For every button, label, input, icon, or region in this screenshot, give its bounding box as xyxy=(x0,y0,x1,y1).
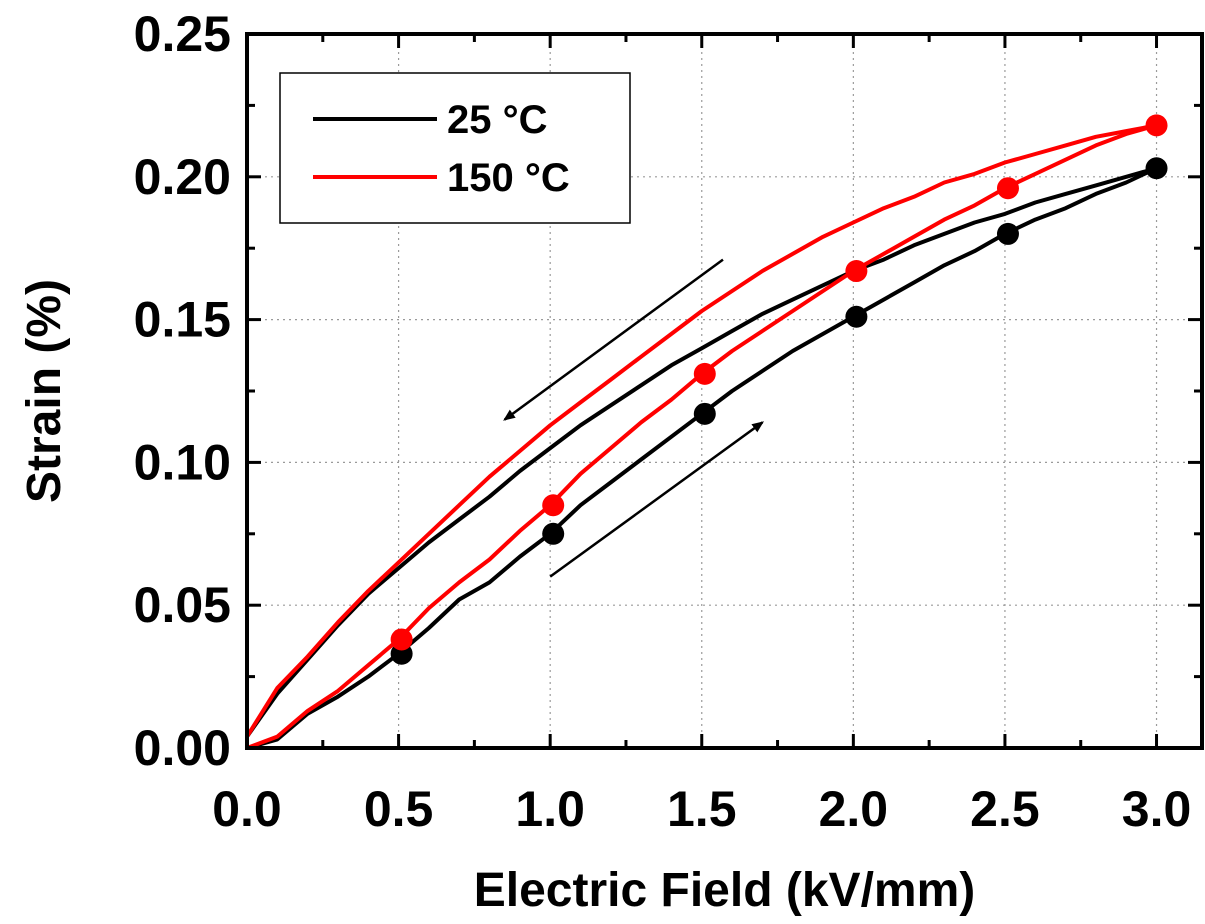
x-tick-label: 0.5 xyxy=(364,781,434,837)
x-tick-label: 1.0 xyxy=(515,781,585,837)
legend-label-25c: 25 °C xyxy=(447,98,548,142)
series-25c-descending xyxy=(245,166,1158,738)
marker-25c xyxy=(693,402,716,425)
arrow-up-right xyxy=(549,421,765,578)
x-axis-title: Electric Field (kV/mm) xyxy=(474,864,976,917)
marker-150c xyxy=(1145,114,1168,137)
x-tick-label: 3.0 xyxy=(1122,781,1192,837)
marker-25c xyxy=(845,305,868,328)
y-tick-label: 0.20 xyxy=(134,149,231,205)
marker-150c xyxy=(693,362,716,385)
marker-150c xyxy=(542,494,565,517)
marker-25c xyxy=(1145,157,1168,180)
y-tick-label: 0.15 xyxy=(134,292,231,348)
series-25c-ascending xyxy=(246,166,1158,750)
marker-150c xyxy=(996,177,1019,200)
series-layer xyxy=(245,114,1168,750)
legend-box xyxy=(279,72,631,224)
marker-25c xyxy=(996,222,1019,245)
y-tick-label: 0.10 xyxy=(134,434,231,490)
axis-ticks xyxy=(245,32,1202,750)
marker-150c xyxy=(390,628,413,651)
x-tick-label: 1.5 xyxy=(667,781,737,837)
x-tick-label: 2.0 xyxy=(819,781,889,837)
annotation-layer xyxy=(503,258,765,578)
x-tick-label: 0.0 xyxy=(212,781,282,837)
y-tick-label: 0.00 xyxy=(134,720,231,776)
arrow-down-left xyxy=(503,258,724,421)
x-tick-label: 2.5 xyxy=(970,781,1040,837)
series-150c-descending xyxy=(245,123,1157,738)
marker-25c xyxy=(542,522,565,545)
marker-150c xyxy=(845,260,868,283)
y-tick-label: 0.25 xyxy=(134,6,231,62)
legend-label-150c: 150 °C xyxy=(447,156,570,200)
legend: 25 °C 150 °C xyxy=(279,72,631,224)
y-axis-title: Strain (%) xyxy=(18,279,71,503)
tick-labels: 0.0 0.5 1.0 1.5 2.0 2.5 3.0 0.00 0.05 0.10 0.15 0.2… xyxy=(134,6,1192,837)
y-tick-label: 0.05 xyxy=(134,577,231,633)
